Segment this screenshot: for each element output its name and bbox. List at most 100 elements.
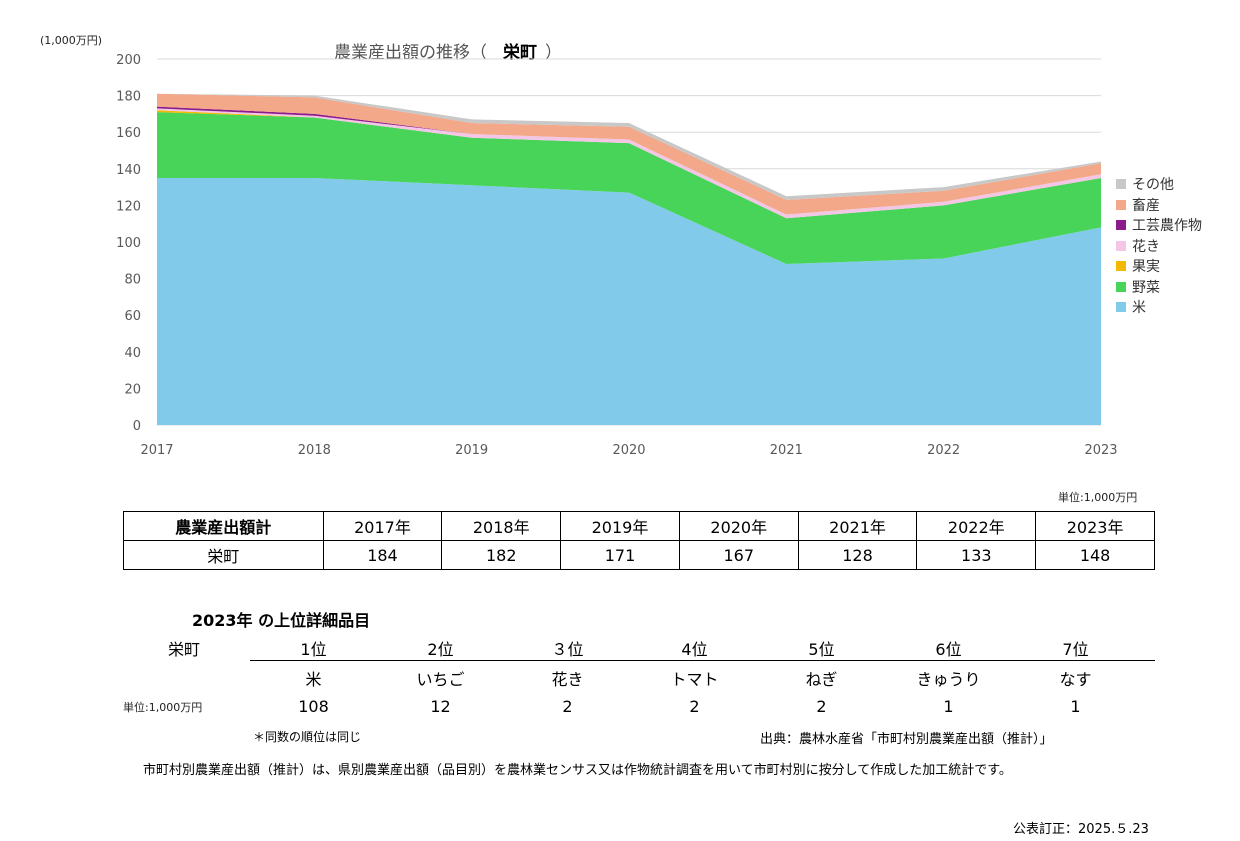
area-series-米 bbox=[157, 177, 1101, 425]
area-series-畜産 bbox=[157, 93, 1101, 215]
ranking-item: きゅうり bbox=[916, 670, 981, 689]
y-tick-label: 140 bbox=[116, 163, 141, 178]
stacked-area-chart: 0 20 40 60 80 100 120 140 160 180 200 2017 2018 2019… bbox=[116, 53, 1117, 458]
y-tick-label: 120 bbox=[116, 199, 141, 214]
legend-label: 畜産 bbox=[1132, 197, 1160, 214]
totals-value: 133 bbox=[916, 540, 1037, 570]
x-tick-label: 2018 bbox=[298, 443, 331, 458]
y-tick-label: 160 bbox=[116, 126, 141, 141]
ranking-item: いちご bbox=[416, 670, 465, 689]
y-tick-label: 40 bbox=[124, 346, 141, 361]
totals-value: 182 bbox=[441, 540, 562, 570]
x-tick-label: 2019 bbox=[455, 443, 488, 458]
totals-unit: 単位:1,000万円 bbox=[1058, 491, 1138, 504]
legend-swatch bbox=[1116, 261, 1126, 272]
x-axis-ticks: 2017 2018 2019 2020 2021 2022 2023 bbox=[140, 443, 1117, 458]
totals-value-row: 栄町 184 182 171 167 128 133 148 bbox=[123, 540, 1155, 570]
y-tick-label: 180 bbox=[116, 90, 141, 105]
legend-swatch bbox=[1116, 199, 1126, 210]
totals-year-header: 2019年 bbox=[560, 511, 680, 541]
y-axis-unit: (1,000万円) bbox=[40, 34, 103, 47]
totals-year-header: 2018年 bbox=[441, 511, 562, 541]
methodology-footnote: 市町村別農業産出額（推計）は、県別農業産出額（品目別）を農林業センサス又は作物統… bbox=[143, 763, 1012, 778]
totals-value: 184 bbox=[322, 540, 443, 570]
x-tick-label: 2022 bbox=[927, 443, 960, 458]
legend-item: 工芸農作物 bbox=[1116, 215, 1202, 236]
ranking-item: 米 bbox=[305, 670, 322, 689]
ranking-rank: 2位 bbox=[427, 640, 454, 659]
legend-swatch bbox=[1116, 240, 1126, 251]
x-tick-label: 2023 bbox=[1084, 443, 1117, 458]
ranking-value: 12 bbox=[430, 697, 451, 716]
legend-label: 花き bbox=[1132, 238, 1160, 255]
legend-item: その他 bbox=[1116, 174, 1202, 195]
legend-swatch bbox=[1116, 179, 1126, 190]
y-tick-label: 20 bbox=[124, 382, 141, 397]
chart-title: 農業産出額の推移（ 栄町 ） bbox=[334, 38, 562, 63]
totals-year-header: 2022年 bbox=[916, 511, 1037, 541]
ranking-value: 108 bbox=[298, 697, 329, 716]
y-tick-label: 60 bbox=[124, 309, 141, 324]
x-tick-label: 2020 bbox=[612, 443, 645, 458]
y-tick-label: 0 bbox=[133, 419, 141, 434]
ranking-value: 2 bbox=[816, 697, 827, 716]
totals-year-header: 2021年 bbox=[797, 511, 918, 541]
legend-swatch bbox=[1116, 281, 1126, 292]
ranking-item: トマト bbox=[670, 670, 719, 689]
chart-title-municipality: 栄町 bbox=[503, 43, 537, 63]
published-date: 公表訂正：2025.５.23 bbox=[1013, 822, 1149, 837]
totals-row-header: 農業産出額計 bbox=[123, 511, 324, 541]
totals-header-row: 農業産出額計 2017年 2018年 2019年 2020年 2021年 202… bbox=[123, 511, 1155, 541]
ranking-rank: ３位 bbox=[551, 640, 584, 659]
area-series-野菜 bbox=[157, 112, 1101, 264]
ranking-value: 2 bbox=[689, 697, 700, 716]
legend-item: 畜産 bbox=[1116, 195, 1202, 216]
legend-swatch bbox=[1116, 302, 1126, 313]
totals-table: 農業産出額計 2017年 2018年 2019年 2020年 2021年 202… bbox=[123, 511, 1155, 570]
ranking-value: 1 bbox=[943, 697, 954, 716]
legend-label: 野菜 bbox=[1132, 279, 1160, 296]
legend-item: 米 bbox=[1116, 297, 1202, 318]
ranking-divider bbox=[250, 660, 1155, 661]
totals-municipality: 栄町 bbox=[123, 540, 324, 570]
area-series bbox=[157, 93, 1101, 425]
legend-item: 野菜 bbox=[1116, 277, 1202, 298]
totals-year-header: 2017年 bbox=[322, 511, 443, 541]
legend-item: 花き bbox=[1116, 236, 1202, 257]
y-tick-label: 100 bbox=[116, 236, 141, 251]
y-tick-label: 80 bbox=[124, 273, 141, 288]
ranking-title: 2023年 の上位詳細品目 bbox=[192, 611, 371, 630]
totals-value: 171 bbox=[560, 540, 680, 570]
ranking-item: 花き bbox=[551, 670, 584, 689]
totals-year-header: 2020年 bbox=[678, 511, 799, 541]
ranking-rank: 4位 bbox=[681, 640, 708, 659]
legend-label: その他 bbox=[1132, 177, 1174, 194]
ranking-rank: 5位 bbox=[808, 640, 835, 659]
totals-value: 128 bbox=[797, 540, 918, 570]
totals-value: 167 bbox=[678, 540, 799, 570]
legend-item: 果実 bbox=[1116, 256, 1202, 277]
legend-label: 工芸農作物 bbox=[1132, 218, 1202, 235]
totals-value: 148 bbox=[1035, 540, 1155, 570]
ranking-unit: 単位:1,000万円 bbox=[123, 701, 203, 714]
chart-legend: その他畜産工芸農作物花き果実野菜米 bbox=[1116, 174, 1202, 318]
x-tick-label: 2017 bbox=[140, 443, 173, 458]
legend-label: 米 bbox=[1132, 300, 1146, 317]
ranking-rank: 6位 bbox=[935, 640, 962, 659]
ranking-rank: 7位 bbox=[1062, 640, 1089, 659]
ranking-value: 2 bbox=[562, 697, 573, 716]
x-tick-label: 2021 bbox=[770, 443, 803, 458]
chart-title-suffix: ） bbox=[545, 43, 562, 63]
ranking-rank: 1位 bbox=[300, 640, 327, 659]
ranking-item: なす bbox=[1059, 670, 1092, 689]
ranking-municipality: 栄町 bbox=[168, 640, 201, 659]
y-tick-label: 200 bbox=[116, 53, 141, 68]
totals-year-header: 2023年 bbox=[1035, 511, 1155, 541]
y-axis-ticks: 0 20 40 60 80 100 120 140 160 180 200 bbox=[116, 53, 141, 434]
ranking-item: ねぎ bbox=[805, 670, 838, 689]
legend-swatch bbox=[1116, 220, 1126, 231]
ranking-note: ＊同数の順位は同じ bbox=[253, 730, 362, 744]
legend-label: 果実 bbox=[1132, 259, 1160, 276]
ranking-value: 1 bbox=[1070, 697, 1081, 716]
source-note: 出典：農林水産省「市町村別農業産出額（推計）」 bbox=[760, 732, 1053, 747]
